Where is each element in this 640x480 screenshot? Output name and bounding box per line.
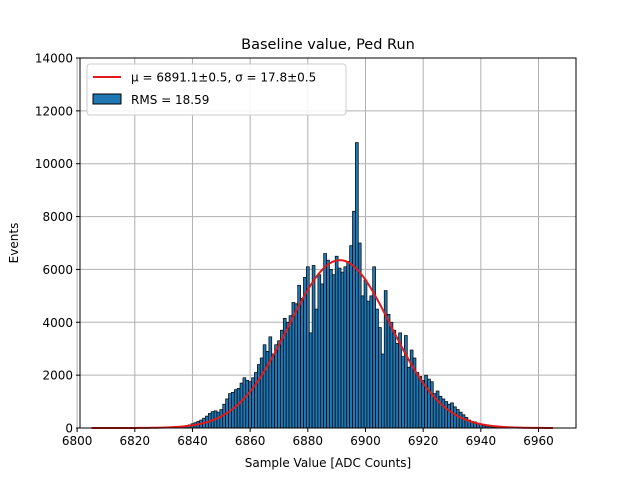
x-tick-label: 6960 [523,434,554,448]
histogram-bar [317,274,322,429]
legend-box [86,63,347,116]
histogram-bar [340,271,345,429]
histogram-bar [291,302,296,429]
histogram-bar [245,380,250,429]
y-axis-ticks: 0 2000 4000 6000 8000 10000 12000 14000 [35,52,80,436]
plot-frame [79,57,577,429]
histogram-bar [378,327,382,429]
y-tick-label: 6000 [42,263,73,277]
legend-rms-label: RMS = 18.59 [131,93,209,107]
histogram-bar [447,403,451,429]
chart-title: Baseline value, Ped Run [241,37,415,53]
histogram-bar [444,401,449,429]
histogram-bar [259,357,264,429]
histogram-bar [441,398,446,429]
histogram-bar [262,344,267,429]
histogram-bar [355,142,359,429]
x-tick-label: 6800 [62,434,93,448]
histogram-bar [256,364,261,429]
y-tick-label: 14000 [35,52,73,66]
legend: μ = 6891.1±0.5, σ = 17.8±0.5 RMS = 18.59 [86,63,347,116]
histogram-bar [458,411,463,429]
x-tick-label: 6840 [177,434,208,448]
histogram-bar [236,388,241,429]
histogram-bar [239,382,244,429]
histogram-bar [308,332,313,429]
histogram-bar [424,374,428,429]
histogram-bar [219,409,224,429]
histogram-bar [453,406,457,429]
histogram-bar [242,377,247,429]
histogram-bar [329,269,333,429]
histogram-bar [369,295,374,429]
histogram-bar [415,372,420,429]
histogram-bar [386,314,391,429]
y-tick-label: 2000 [42,369,73,383]
histogram-bar [418,376,423,429]
histogram-bar [389,321,394,429]
y-tick-label: 8000 [42,210,73,224]
histogram-bar [268,336,273,429]
x-axis-ticks: 6800 6820 6840 6860 6880 6900 6920 6940 6960 [62,428,554,448]
x-tick-label: 6920 [408,434,439,448]
x-tick-label: 6880 [293,434,324,448]
histogram-bar [352,210,356,429]
histogram-bar [404,335,408,429]
histogram-bar [427,378,431,429]
histogram-bar [233,389,238,429]
histogram-bar [323,253,327,429]
histogram-bar [380,353,385,429]
histogram-bar [311,265,316,429]
histogram-bar [430,381,434,429]
legend-rms-swatch [92,93,122,105]
histogram-bar [274,344,278,429]
y-axis-label: Events [7,223,21,264]
x-tick-label: 6860 [235,434,266,448]
histogram-bar [450,402,454,429]
histogram-bar [406,366,411,429]
x-tick-label: 6940 [466,434,497,448]
histogram-bar [331,274,336,429]
histogram-bar [363,279,368,429]
histogram-bar [360,295,365,429]
histogram-bar [334,255,339,429]
histogram-bar [461,414,466,429]
histogram-bar [392,329,397,429]
histogram-bar [337,267,342,429]
legend-fit-label: μ = 6891.1±0.5, σ = 17.8±0.5 [131,71,316,85]
histogram-bar [277,340,281,429]
histogram-bar [285,321,290,429]
x-axis-label: Sample Value [ADC Counts] [245,456,411,470]
gaussian-fit-curve [91,259,553,429]
y-tick-label: 10000 [35,157,73,171]
histogram-bar [271,353,276,429]
histogram-bar [383,290,388,429]
histogram-bar [294,303,299,429]
histogram-bar [366,300,371,429]
histogram-bar [435,390,440,429]
histogram-bar [288,315,293,429]
histogram-bar [343,266,348,429]
histogram-bar [395,343,400,429]
histogram-bar [349,245,353,429]
histogram-bar [280,329,284,429]
histogram-bar [320,283,325,429]
histogram-bar [346,261,350,429]
y-tick-label: 12000 [35,104,73,118]
histogram-bar [216,411,221,429]
y-tick-label: 0 [65,422,73,436]
histogram-bar [314,308,319,429]
histogram-bar [455,409,460,429]
y-tick-label: 4000 [42,316,73,330]
histogram-bar [375,308,379,429]
x-tick-label: 6820 [120,434,151,448]
histogram-bar [326,259,330,429]
x-tick-label: 6900 [350,434,381,448]
histogram-bar [401,356,405,429]
histogram-bar [421,380,425,429]
histogram-bar [300,298,304,429]
histogram-bar [438,395,443,429]
histogram-bar [303,277,307,429]
